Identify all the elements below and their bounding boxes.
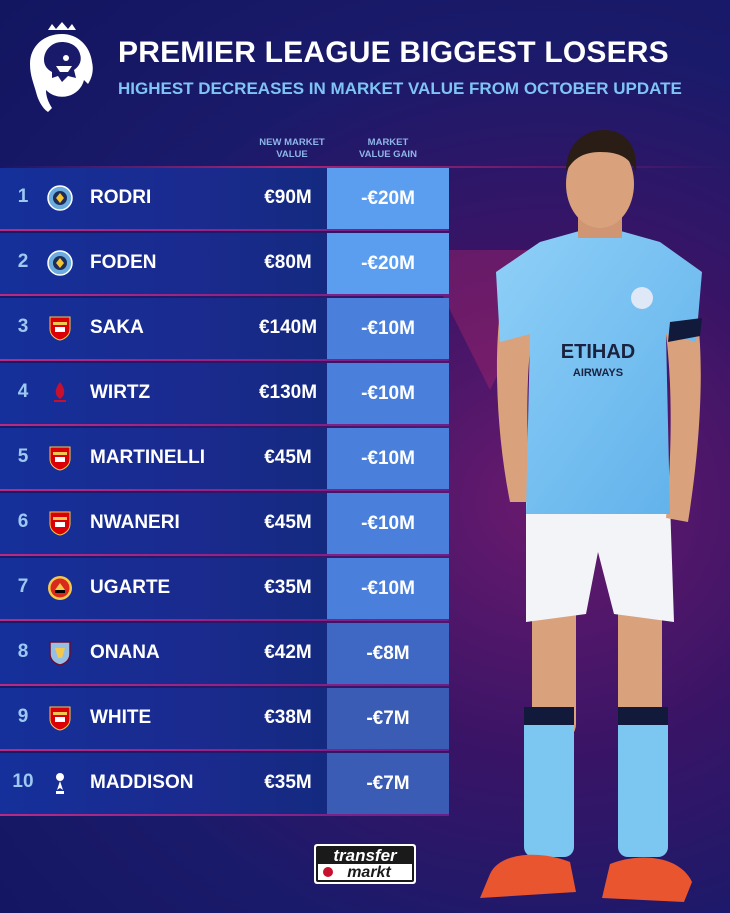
table-row: 9 WHITE €38M -€7M	[0, 687, 449, 752]
row-divider	[0, 424, 449, 426]
rank-number: 2	[17, 251, 29, 272]
row-background	[0, 363, 327, 424]
rank-number: 10	[12, 771, 34, 792]
market-value: €130M	[258, 382, 318, 403]
table-row: 7 UGARTE €35M -€10M	[0, 557, 449, 622]
table-row: 5 MARTINELLI €45M -€10M	[0, 427, 449, 492]
rank-number: 9	[17, 706, 29, 727]
value-gain: -€10M	[327, 428, 449, 489]
arsenal-crest-icon	[49, 511, 71, 536]
column-header-value-gain: MARKET VALUE GAIN	[359, 137, 417, 160]
player-name: WHITE	[90, 707, 152, 728]
value-gain: -€10M	[327, 558, 449, 619]
rank-number: 1	[17, 186, 29, 207]
man-city-crest-icon	[47, 185, 73, 211]
row-divider	[0, 294, 449, 296]
rank-number: 6	[17, 511, 29, 532]
arsenal-crest-icon	[49, 316, 71, 341]
shirt-sponsor-top: ETIHAD	[561, 341, 635, 363]
premier-league-logo	[30, 22, 93, 112]
rank-number: 4	[17, 381, 29, 402]
table-row: 3 SAKA €140M -€10M	[0, 297, 449, 362]
rank-number: 3	[17, 316, 29, 337]
tottenham-crest-icon	[56, 773, 64, 794]
market-value: €90M	[264, 187, 312, 208]
table-top-line	[0, 166, 730, 168]
row-divider	[0, 619, 449, 621]
player-name: SAKA	[90, 317, 144, 338]
transfermarkt-logo: transfer markt	[314, 844, 416, 884]
market-value: €45M	[264, 447, 312, 468]
player-name: MARTINELLI	[90, 447, 206, 468]
table-row: 2 FODEN €80M -€20M	[0, 232, 449, 297]
table-row: 4 WIRTZ €130M -€10M	[0, 362, 449, 427]
aston-villa-crest-icon	[49, 641, 71, 666]
arsenal-crest-icon	[49, 706, 71, 731]
row-divider	[0, 814, 449, 816]
arsenal-crest-icon	[49, 446, 71, 471]
value-gain: -€8M	[327, 623, 449, 684]
row-divider	[0, 749, 449, 751]
ranking-table: 1 RODRI €90M -€20M 2 FODEN €80M -€20M 3 SAKA €140M…	[0, 166, 730, 817]
value-gain: -€7M	[327, 753, 449, 814]
row-background	[0, 753, 327, 814]
row-divider	[0, 229, 449, 231]
brand-bottom-text: markt	[347, 864, 391, 881]
table-row: 1 RODRI €90M -€20M	[0, 167, 449, 232]
table-row: 10 MADDISON €35M -€7M	[0, 752, 449, 817]
value-gain: -€20M	[327, 233, 449, 294]
value-gain: -€10M	[327, 298, 449, 359]
rank-number: 5	[17, 446, 29, 467]
market-value: €35M	[264, 577, 312, 598]
row-divider	[0, 554, 449, 556]
market-value: €45M	[264, 512, 312, 533]
player-name: MADDISON	[90, 772, 194, 793]
row-divider	[0, 359, 449, 361]
man-united-crest-icon	[48, 576, 72, 600]
column-header-market-value: NEW MARKET VALUE	[259, 137, 325, 160]
market-value: €42M	[264, 642, 312, 663]
player-name: NWANERI	[90, 512, 180, 533]
man-city-crest-icon	[47, 250, 73, 276]
value-gain: -€20M	[327, 168, 449, 229]
player-name: FODEN	[90, 252, 157, 273]
rank-number: 8	[17, 641, 29, 662]
player-name: WIRTZ	[90, 382, 151, 403]
table-row: 8 ONANA €42M -€8M	[0, 622, 449, 687]
value-gain: -€10M	[327, 493, 449, 554]
value-gain: -€10M	[327, 363, 449, 424]
page-subtitle: HIGHEST DECREASES IN MARKET VALUE FROM O…	[118, 79, 682, 98]
row-divider	[0, 489, 449, 491]
market-value: €140M	[258, 317, 318, 338]
row-divider	[0, 684, 449, 686]
player-name: UGARTE	[90, 577, 171, 598]
player-name: ONANA	[90, 642, 160, 663]
market-value: €38M	[264, 707, 312, 728]
player-name: RODRI	[90, 187, 152, 208]
player-photo: ETIHAD AIRWAYS	[480, 130, 702, 902]
market-value: €35M	[264, 772, 312, 793]
table-row: 6 NWANERI €45M -€10M	[0, 492, 449, 557]
liverpool-crest-icon	[54, 382, 66, 402]
value-gain: -€7M	[327, 688, 449, 749]
market-value: €80M	[264, 252, 312, 273]
shirt-sponsor-bottom: AIRWAYS	[573, 367, 623, 379]
brand-top-text: transfer	[333, 846, 398, 865]
rank-number: 7	[17, 576, 29, 597]
page-title: PREMIER LEAGUE BIGGEST LOSERS	[118, 36, 669, 69]
